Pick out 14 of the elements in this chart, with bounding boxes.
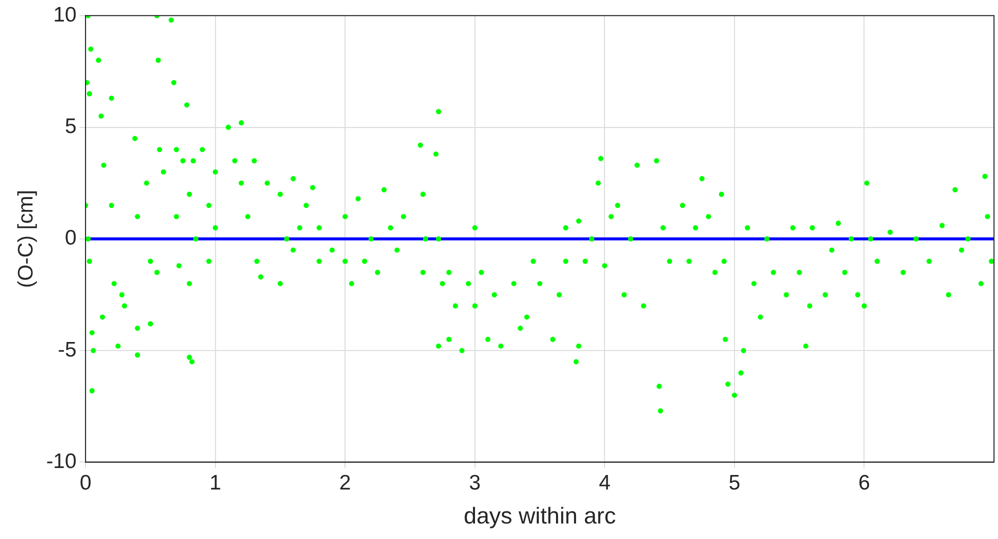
x-tick-label: 5 bbox=[728, 472, 740, 495]
x-tick-label: 4 bbox=[598, 472, 611, 495]
x-tick-label: 0 bbox=[80, 472, 92, 495]
y-tick-label: -10 bbox=[46, 450, 77, 473]
x-tick-label: 3 bbox=[469, 472, 481, 495]
x-tick-label: 6 bbox=[858, 472, 870, 495]
y-tick-label: 10 bbox=[53, 3, 77, 26]
x-axis-title: days within arc bbox=[464, 502, 616, 529]
y-tick-label: -5 bbox=[58, 338, 77, 362]
x-tick-label: 2 bbox=[339, 472, 351, 495]
x-tick-label: 1 bbox=[209, 472, 222, 495]
y-tick-label: 0 bbox=[64, 226, 77, 250]
y-axis-title: (O-C) [cm] bbox=[14, 190, 38, 288]
y-tick-label: 5 bbox=[64, 115, 77, 138]
